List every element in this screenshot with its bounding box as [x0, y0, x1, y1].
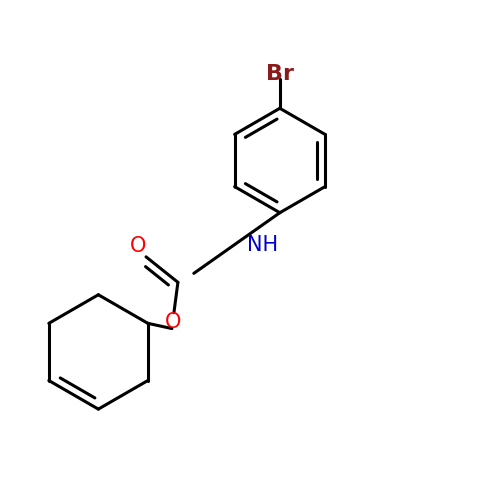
Text: NH: NH [247, 235, 278, 255]
Text: O: O [164, 312, 181, 332]
Text: O: O [130, 236, 146, 256]
Text: Br: Br [266, 64, 294, 84]
